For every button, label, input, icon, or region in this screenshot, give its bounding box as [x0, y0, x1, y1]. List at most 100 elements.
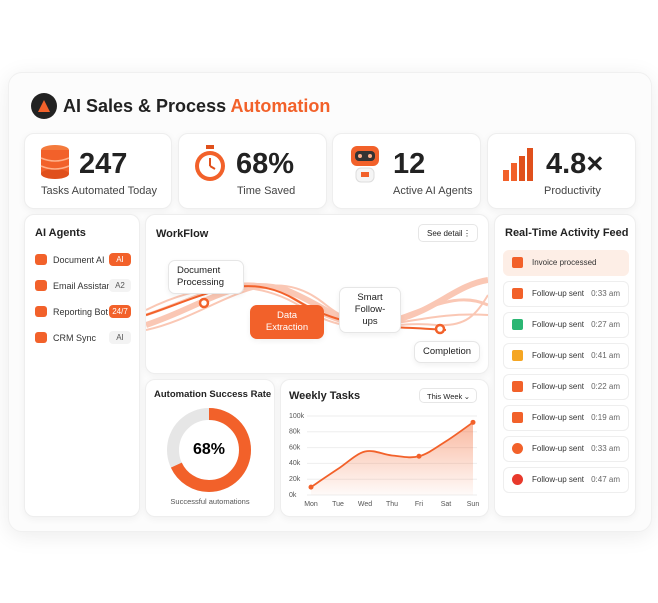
- agent-badge: AI: [109, 331, 131, 344]
- line: [310, 421, 474, 488]
- y-tick-label: 100k: [289, 413, 305, 420]
- kpi-label: Productivity: [544, 185, 601, 197]
- kpi-label: Time Saved: [237, 185, 296, 197]
- kpi-value: 12: [393, 148, 426, 180]
- feed-item: Follow-up sent 0:33 am: [503, 281, 629, 307]
- kpi-icon: [40, 145, 70, 179]
- agent-icon: [35, 254, 47, 265]
- feed-text: Follow-up sent: [532, 413, 585, 422]
- feed-time: 0:27 am: [591, 320, 620, 329]
- feed-text: Follow-up sent: [532, 351, 585, 360]
- feed-item: Invoice processed: [503, 250, 629, 276]
- panel-title: Real-Time Activity Feed: [505, 227, 629, 239]
- agent-icon: [35, 332, 47, 343]
- feed-text: Follow-up sent: [532, 382, 585, 391]
- donut-chart: 68%: [167, 408, 251, 492]
- feed-item: Follow-up sent 0:41 am: [503, 343, 629, 369]
- x-tick-label: Thu: [386, 501, 398, 508]
- title-accent: Automation: [230, 96, 331, 116]
- agent-name: Reporting Bot: [53, 307, 109, 317]
- feed-item: Follow-up sent 0:27 am: [503, 312, 629, 338]
- feed-time: 0:47 am: [591, 475, 620, 484]
- agent-badge: A2: [109, 279, 131, 292]
- feed-time: 0:33 am: [591, 444, 620, 453]
- feed-item: Follow-up sent 0:47 am: [503, 467, 629, 493]
- x-tick-label: Mon: [304, 501, 318, 508]
- feed-icon: [512, 319, 523, 330]
- kpi-card: 12 Active AI Agents: [332, 133, 481, 209]
- feed-icon: [512, 412, 523, 423]
- y-tick-label: 20k: [289, 476, 301, 483]
- kpi-card: 247 Tasks Automated Today: [24, 133, 172, 209]
- line-chart: 0k 20k 40k 60k 80k 100k Mon Tue Wed Thu Fri Sat Sun: [289, 413, 480, 508]
- kpi-icon: [503, 148, 533, 181]
- agent-icon: [35, 306, 47, 317]
- kpi-icon: [195, 145, 225, 181]
- x-tick-label: Wed: [358, 501, 372, 508]
- kpi-label: Tasks Automated Today: [41, 185, 157, 197]
- workflow-step: Smart Follow-ups: [339, 287, 401, 333]
- feed-text: Follow-up sent: [532, 320, 585, 329]
- feed-text: Invoice processed: [532, 258, 597, 267]
- kpi-card: 68% Time Saved: [178, 133, 327, 209]
- weekly-panel: Weekly Tasks This Week ⌄ 0k 20k 40k 60k 80k 10…: [280, 379, 489, 517]
- workflow-step: Data Extraction: [250, 305, 324, 339]
- week-filter[interactable]: This Week ⌄: [419, 388, 477, 403]
- panel-title: Weekly Tasks: [289, 390, 361, 402]
- y-tick-label: 40k: [289, 460, 301, 467]
- line-area: [311, 422, 473, 495]
- feed-text: Follow-up sent: [532, 289, 585, 298]
- feed-text: Follow-up sent: [532, 444, 585, 453]
- panel-title: Automation Success Rate: [154, 389, 272, 400]
- x-tick-label: Tue: [332, 501, 344, 508]
- workflow-panel: WorkFlow See detail ⋮ Document Processin…: [145, 214, 489, 374]
- title: AI Sales & Process Automation: [63, 96, 330, 117]
- feed-text: Follow-up sent: [532, 475, 585, 484]
- line-point: [470, 419, 476, 425]
- see-detail-button[interactable]: See detail ⋮: [418, 224, 478, 242]
- kpi-value: 247: [79, 148, 128, 180]
- agent-icon: [35, 280, 47, 291]
- feed-time: 0:33 am: [591, 289, 620, 298]
- agent-name: Document AI: [53, 255, 105, 265]
- button-text: See detail: [427, 229, 463, 238]
- feed-icon: [512, 350, 523, 361]
- donut-arc: [167, 408, 251, 492]
- y-tick-label: 80k: [289, 429, 301, 436]
- y-tick-label: 60k: [289, 444, 301, 451]
- workflow-step: Document Processing: [168, 260, 244, 294]
- title-text: AI Sales & Process: [63, 96, 227, 116]
- line-point: [308, 484, 314, 490]
- panel-title: WorkFlow: [156, 228, 209, 240]
- feed-icon: [512, 381, 523, 392]
- kpi-label: Active AI Agents: [393, 185, 473, 197]
- y-tick-label: 0k: [289, 492, 297, 499]
- kpi-value: 68%: [236, 148, 295, 180]
- agent-name: Email Assistant: [53, 281, 115, 291]
- kpi-card: 4.8× Productivity: [487, 133, 636, 209]
- feed-item: Follow-up sent 0:22 am: [503, 374, 629, 400]
- agent-badge: AI: [109, 253, 131, 266]
- x-tick-label: Fri: [415, 501, 424, 508]
- feed-item: Follow-up sent 0:33 am: [503, 436, 629, 462]
- logo: [31, 93, 57, 119]
- line-point: [416, 453, 422, 459]
- filter-text: This Week: [427, 392, 463, 401]
- feed-time: 0:19 am: [591, 413, 620, 422]
- feed-icon: [512, 288, 523, 299]
- donut-label: 68%: [193, 441, 225, 458]
- activity-panel: Real-Time Activity Feed Invoice processe…: [494, 214, 636, 517]
- feed-icon: [512, 257, 523, 268]
- agent-name: CRM Sync: [53, 333, 97, 343]
- x-tick-label: Sat: [441, 501, 452, 508]
- x-tick-label: Sun: [467, 501, 480, 508]
- panel-title: AI Agents: [35, 227, 86, 239]
- feed-icon: [512, 443, 523, 454]
- agents-panel: AI Agents Document AI AI Email Assistant A2…: [24, 214, 140, 517]
- workflow-step: Completion: [414, 341, 481, 363]
- agent-badge: 24/7: [109, 305, 131, 318]
- feed-time: 0:22 am: [591, 382, 620, 391]
- feed-time: 0:41 am: [591, 351, 620, 360]
- kpi-icon: [351, 146, 379, 183]
